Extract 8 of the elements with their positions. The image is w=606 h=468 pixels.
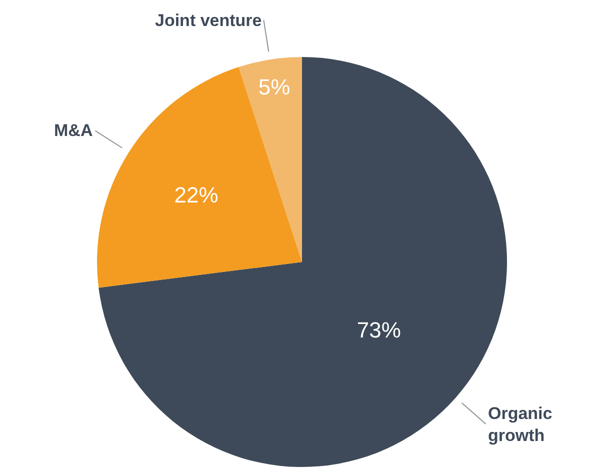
slice-label: Organic growth (488, 404, 552, 446)
data-label: 22% (174, 182, 218, 208)
slice-label: M&A (54, 121, 93, 140)
slice-label: Joint venture (155, 11, 262, 30)
data-label: 5% (258, 74, 290, 100)
pie-slice (97, 67, 302, 288)
data-label: 73% (356, 317, 401, 342)
pie-slice (238, 57, 302, 262)
